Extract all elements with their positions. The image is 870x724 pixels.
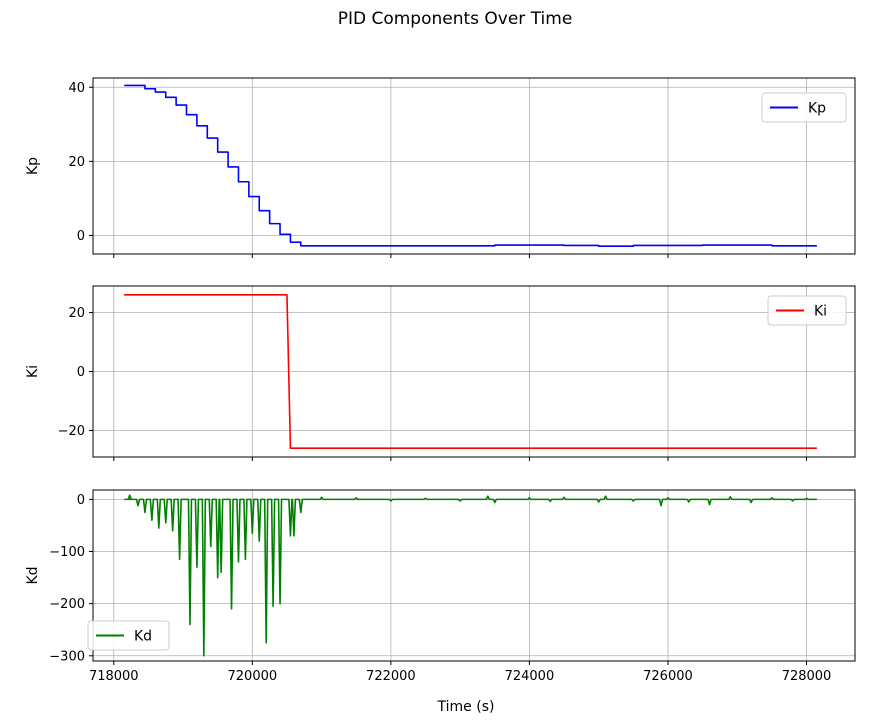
legend-label: Kd	[134, 629, 152, 645]
figure-title: PID Components Over Time	[338, 9, 573, 29]
y-tick-label: 0	[77, 493, 85, 508]
y-axis-label: Kp	[25, 157, 41, 175]
y-tick-label: 0	[77, 365, 85, 380]
y-axis-label: Ki	[25, 365, 41, 378]
x-tick-label: 724000	[505, 669, 555, 684]
legend: Ki	[767, 295, 847, 326]
y-tick-label: 20	[68, 306, 85, 321]
y-tick-label: 40	[68, 81, 85, 96]
y-tick-label: −20	[58, 424, 85, 439]
x-tick-label: 720000	[228, 669, 278, 684]
legend: Kp	[761, 92, 847, 123]
y-tick-label: 0	[77, 229, 85, 244]
series-line-Ki	[124, 294, 817, 449]
series-line-Kp	[124, 84, 817, 248]
y-tick-label: −200	[49, 597, 85, 612]
legend-frame	[761, 92, 847, 123]
y-tick-label: 20	[68, 155, 85, 170]
legend: Kd	[87, 620, 170, 651]
legend-label: Kp	[808, 101, 826, 117]
subplot-Ki: −20 0 20 Ki Ki	[25, 285, 856, 461]
legend-frame	[87, 620, 170, 651]
series-line-Kd	[124, 494, 817, 657]
y-tick-label: −100	[49, 545, 85, 560]
axes-frame	[92, 77, 856, 255]
legend-frame	[767, 295, 847, 326]
x-tick-label: 726000	[643, 669, 693, 684]
x-tick-label: 718000	[89, 669, 139, 684]
y-tick-label: −300	[49, 649, 85, 664]
legend-label: Ki	[814, 304, 827, 320]
x-tick-label: 728000	[782, 669, 832, 684]
x-axis-label: Time (s)	[437, 699, 495, 715]
subplot-Kd: 718000 720000 722000 724000 726000 728000 −300…	[25, 489, 856, 684]
axes-frame	[92, 489, 856, 662]
subplot-Kp: 0 20 40 Kp Kp	[25, 77, 856, 258]
x-tick-label: 722000	[366, 669, 416, 684]
y-axis-label: Kd	[25, 566, 41, 584]
